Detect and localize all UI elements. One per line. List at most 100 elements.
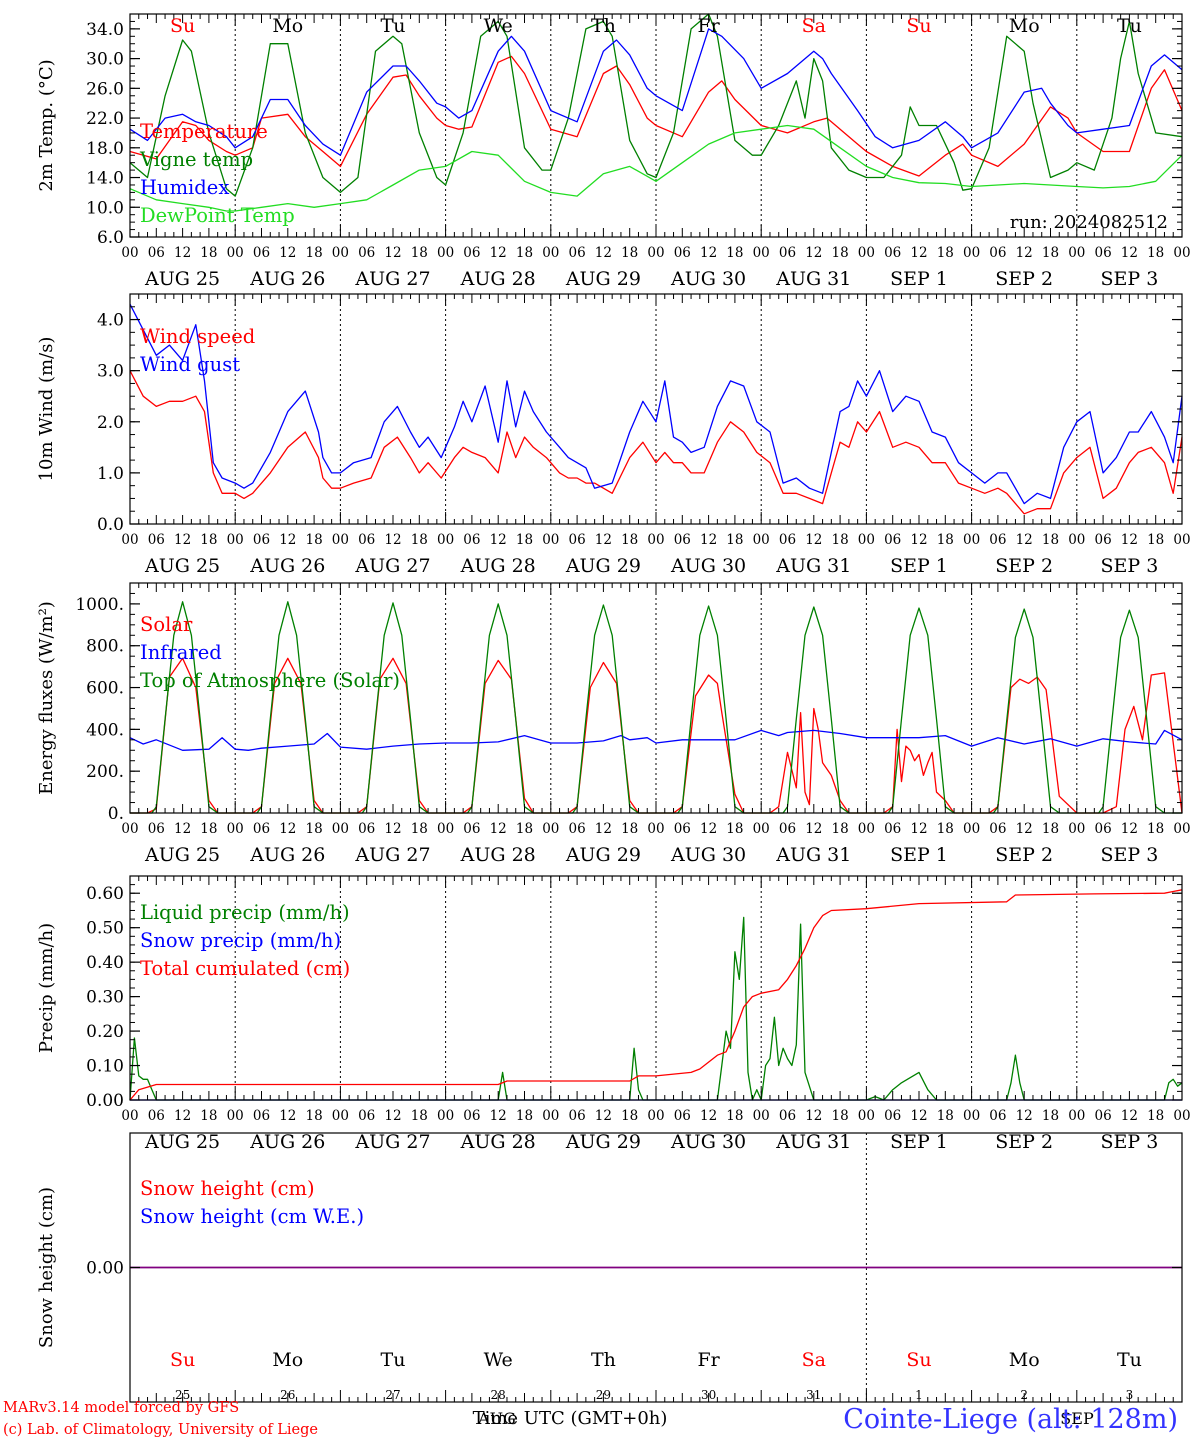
x-hour-label: 06 [674, 532, 691, 548]
x-hour-label: 00 [1068, 245, 1085, 261]
x-hour-label: 06 [569, 532, 586, 548]
x-hour-label: 18 [937, 821, 954, 837]
copyright-credit: (c) Lab. of Climatology, University of L… [3, 1422, 318, 1438]
x-date-label: AUG 30 [670, 555, 746, 577]
x-hour-label: 06 [884, 1108, 901, 1124]
x-hour-label: 12 [805, 821, 822, 837]
x-date-label: SEP 3 [1100, 1131, 1158, 1153]
x-hour-label: 00 [647, 821, 664, 837]
x-hour-label: 12 [490, 1108, 507, 1124]
x-hour-label: 00 [1068, 1108, 1085, 1124]
x-hour-label: 00 [963, 1108, 980, 1124]
x-hour-label: 00 [963, 245, 980, 261]
x-date-label: SEP 1 [890, 1131, 948, 1153]
x-hour-label: 18 [200, 245, 217, 261]
x-hour-label: 00 [858, 1108, 875, 1124]
x-date-label: SEP 1 [890, 844, 948, 866]
y-tick-label: 14.0 [86, 169, 124, 189]
x-hour-label: 18 [516, 245, 533, 261]
x-hour-label: 06 [779, 1108, 796, 1124]
x-hour-label: 12 [384, 245, 401, 261]
day-name: Sa [802, 15, 826, 37]
x-hour-label: 18 [832, 245, 849, 261]
series-total-cumulated-cm- [129, 889, 1183, 1101]
x-hour-label: 00 [1173, 821, 1190, 837]
x-hour-label: 18 [937, 245, 954, 261]
day-name: We [484, 1349, 513, 1371]
x-hour-label: 18 [726, 821, 743, 837]
x-hour-label: 00 [858, 821, 875, 837]
x-hour-label: 06 [463, 532, 480, 548]
legend-entry: Total cumulated (cm) [140, 957, 350, 980]
x-hour-label: 12 [910, 245, 927, 261]
x-hour-label: 06 [1095, 821, 1112, 837]
x-hour-label: 00 [121, 821, 138, 837]
x-hour-label: 12 [1121, 821, 1138, 837]
x-hour-label: 06 [884, 821, 901, 837]
x-hour-label: 18 [516, 532, 533, 548]
y-axis-label: 2m Temp. (°C) [36, 59, 57, 191]
y-axis-label: Energy fluxes (W/m²) [36, 601, 57, 795]
x-hour-label: 18 [832, 1108, 849, 1124]
x-hour-label: 06 [1095, 1108, 1112, 1124]
x-date-label: AUG 31 [775, 555, 851, 577]
x-date-label: AUG 29 [565, 1131, 641, 1153]
x-hour-label: 18 [726, 532, 743, 548]
panels: 6.010.014.018.022.026.030.034.02m Temp. … [36, 13, 1191, 1403]
x-date-label: SEP 1 [890, 268, 948, 290]
day-name: Su [906, 1349, 931, 1371]
x-date-label: AUG 29 [565, 844, 641, 866]
time-axis-label: Time UTC (GMT+0h) [473, 1408, 668, 1429]
x-date-label: AUG 30 [670, 268, 746, 290]
x-hour-label: 18 [1042, 1108, 1059, 1124]
y-tick-label: 2.0 [97, 413, 124, 433]
x-hour-label: 18 [621, 245, 638, 261]
x-hour-label: 18 [306, 821, 323, 837]
x-hour-label: 12 [279, 245, 296, 261]
day-name: Fr [697, 1349, 720, 1371]
series-humidex [129, 28, 1183, 156]
x-hour-label: 18 [200, 1108, 217, 1124]
y-tick-label: 26.0 [86, 79, 124, 99]
x-hour-label: 12 [490, 532, 507, 548]
x-date-label: AUG 31 [775, 1131, 851, 1153]
station-label: Cointe-Liege (alt: 128m) [843, 1404, 1178, 1435]
x-hour-label: 00 [121, 1108, 138, 1124]
day-number: 2 [1020, 1388, 1028, 1402]
x-hour-label: 00 [1173, 245, 1190, 261]
day-name: Sa [802, 1349, 826, 1371]
panel-wind: 0.0 1.0 2.0 3.0 4.0 10m Wind (m/s) Wind speed W… [36, 293, 1191, 577]
x-hour-label: 06 [674, 1108, 691, 1124]
overlap-month-label: AUG [477, 1409, 516, 1428]
x-hour-label: 00 [542, 245, 559, 261]
x-date-label: AUG 26 [249, 844, 325, 866]
x-date-label: AUG 30 [670, 844, 746, 866]
x-hour-label: 00 [1068, 821, 1085, 837]
x-hour-label: 18 [1042, 245, 1059, 261]
y-tick-label: 0.00 [86, 1091, 124, 1111]
y-axis-label: Precip (mm/h) [36, 923, 57, 1053]
x-hour-label: 18 [1147, 245, 1164, 261]
x-hour-label: 06 [674, 821, 691, 837]
x-hour-label: 12 [1016, 821, 1033, 837]
day-name: Th [591, 15, 616, 37]
x-hour-label: 00 [437, 245, 454, 261]
x-hour-label: 18 [200, 821, 217, 837]
x-hour-label: 00 [753, 532, 770, 548]
x-date-label: SEP 1 [890, 555, 948, 577]
x-hour-label: 00 [753, 821, 770, 837]
x-hour-label: 18 [516, 821, 533, 837]
x-hour-label: 12 [174, 1108, 191, 1124]
x-hour-label: 00 [753, 1108, 770, 1124]
legend-entry: Humidex [140, 176, 229, 199]
x-hour-label: 06 [1095, 245, 1112, 261]
x-hour-label: 18 [1042, 821, 1059, 837]
x-hour-label: 06 [569, 821, 586, 837]
x-hour-label: 18 [621, 821, 638, 837]
x-hour-label: 18 [1147, 1108, 1164, 1124]
model-credit: MARv3.14 model forced by GFS [3, 1400, 239, 1416]
legend-entry: Wind gust [140, 353, 240, 376]
x-hour-label: 00 [227, 245, 244, 261]
x-hour-label: 06 [148, 532, 165, 548]
y-tick-label: 0. [108, 804, 124, 824]
